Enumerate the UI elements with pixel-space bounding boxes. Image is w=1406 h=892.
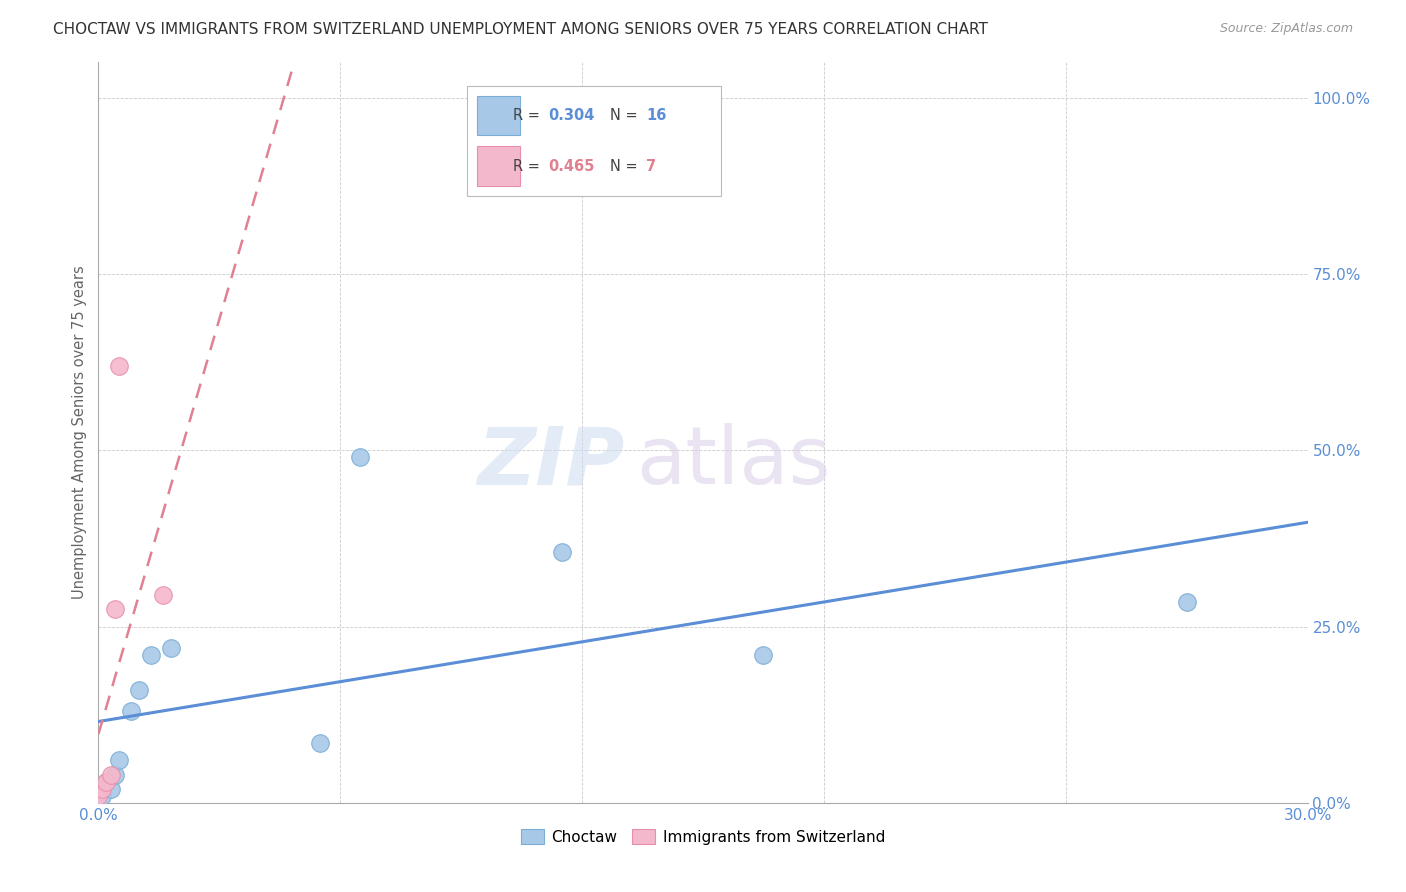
Point — [107, 359, 129, 373]
Point — [100, 781, 122, 796]
Point — [100, 767, 122, 781]
Point — [1175, 595, 1198, 609]
Text: 0.304: 0.304 — [548, 108, 595, 123]
Point — [349, 450, 371, 465]
Point — [152, 588, 174, 602]
Point — [752, 648, 775, 662]
Text: 0.465: 0.465 — [548, 159, 595, 174]
Point — [87, 789, 110, 803]
Legend: Choctaw, Immigrants from Switzerland: Choctaw, Immigrants from Switzerland — [515, 823, 891, 851]
Text: Source: ZipAtlas.com: Source: ZipAtlas.com — [1219, 22, 1353, 36]
Y-axis label: Unemployment Among Seniors over 75 years: Unemployment Among Seniors over 75 years — [72, 266, 87, 599]
Point — [96, 774, 118, 789]
FancyBboxPatch shape — [467, 87, 721, 195]
Text: N =: N = — [610, 159, 643, 174]
Text: atlas: atlas — [637, 423, 831, 501]
Text: 7: 7 — [647, 159, 657, 174]
Point — [96, 774, 118, 789]
Point — [139, 648, 162, 662]
Point — [91, 789, 114, 803]
Text: CHOCTAW VS IMMIGRANTS FROM SWITZERLAND UNEMPLOYMENT AMONG SENIORS OVER 75 YEARS : CHOCTAW VS IMMIGRANTS FROM SWITZERLAND U… — [53, 22, 988, 37]
Point — [103, 602, 125, 616]
Text: 16: 16 — [647, 108, 666, 123]
Point — [128, 683, 150, 698]
Point — [551, 545, 574, 559]
Point — [103, 767, 125, 781]
Point — [120, 704, 142, 718]
Text: N =: N = — [610, 108, 643, 123]
Text: R =: R = — [513, 159, 544, 174]
Point — [91, 781, 114, 796]
Bar — [477, 96, 520, 136]
Text: ZIP: ZIP — [477, 423, 624, 501]
Text: R =: R = — [513, 108, 544, 123]
Bar — [477, 146, 520, 186]
Point — [107, 754, 129, 768]
Point — [160, 640, 183, 655]
Point — [309, 736, 332, 750]
